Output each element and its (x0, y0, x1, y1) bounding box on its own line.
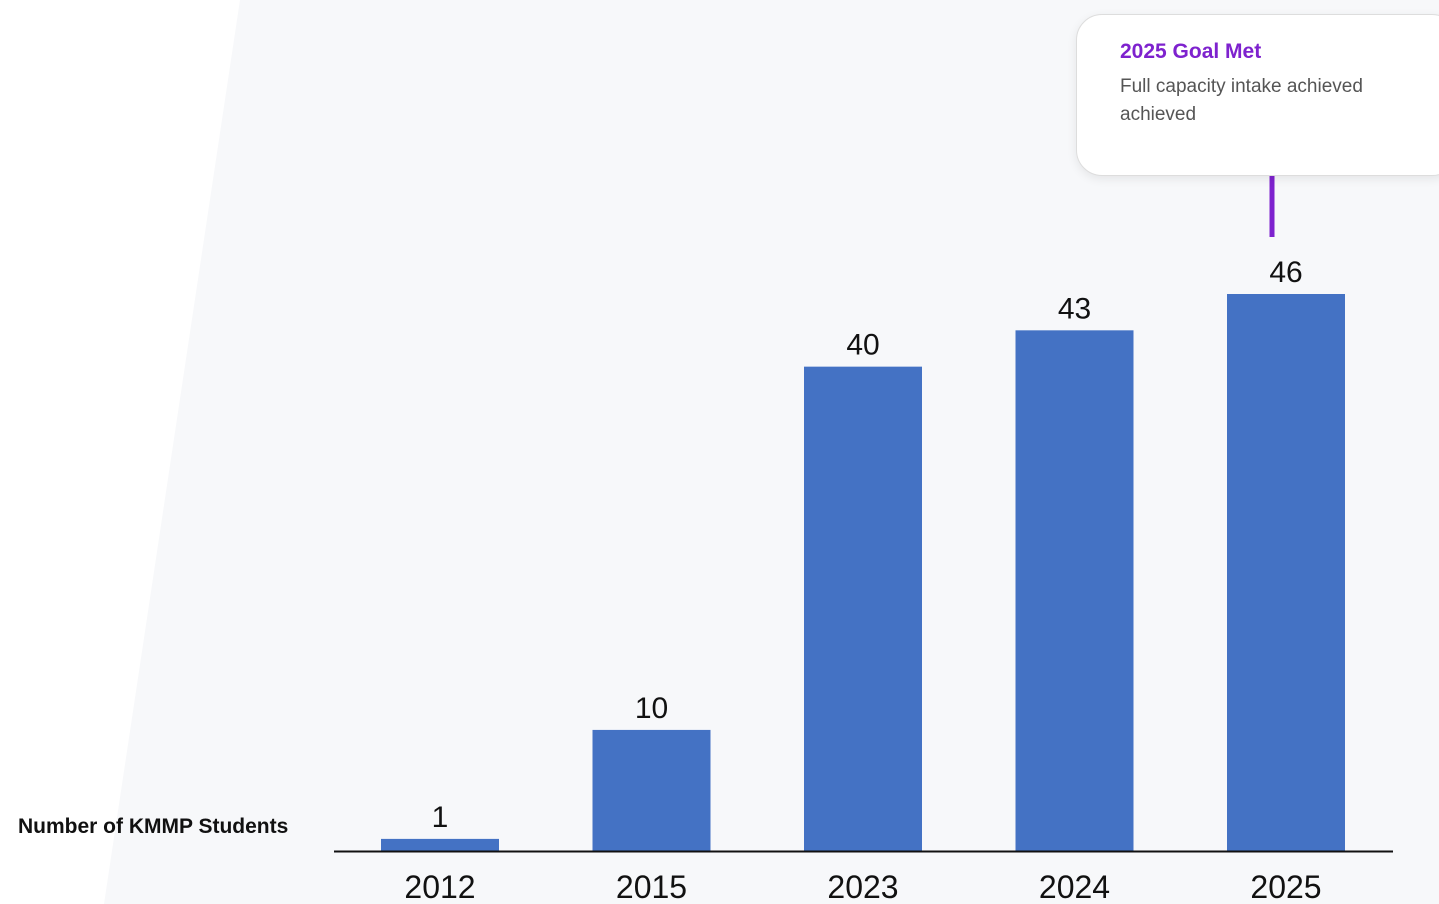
data-label-2015: 10 (635, 692, 668, 725)
callout-text: Full capacity intake achieved achieved (1120, 76, 1363, 125)
data-label-2024: 43 (1058, 292, 1091, 325)
bars-layer: 1 2012 10 2015 40 2023 43 2024 46 2025 (381, 256, 1345, 904)
bar-2024 (1015, 330, 1134, 852)
callout-title: 2025 Goal Met (1120, 40, 1262, 63)
x-tick-label-2012: 2012 (404, 869, 475, 904)
x-tick-label-2024: 2024 (1039, 869, 1110, 904)
x-tick-label-2023: 2023 (827, 869, 898, 904)
y-axis-label: Number of KMMP Students (18, 815, 289, 838)
data-label-2012: 1 (432, 801, 449, 834)
x-tick-label-2025: 2025 (1250, 869, 1321, 904)
goal-callout: 2025 Goal Met Full capacity intake achie… (1076, 14, 1439, 176)
bar-2023 (804, 366, 922, 851)
data-label-2025: 46 (1269, 256, 1302, 289)
bar-2012 (381, 838, 499, 851)
bar-2025 (1227, 294, 1345, 851)
data-label-2023: 40 (846, 329, 879, 362)
x-tick-label-2015: 2015 (616, 869, 687, 904)
bar-2015 (592, 729, 711, 851)
